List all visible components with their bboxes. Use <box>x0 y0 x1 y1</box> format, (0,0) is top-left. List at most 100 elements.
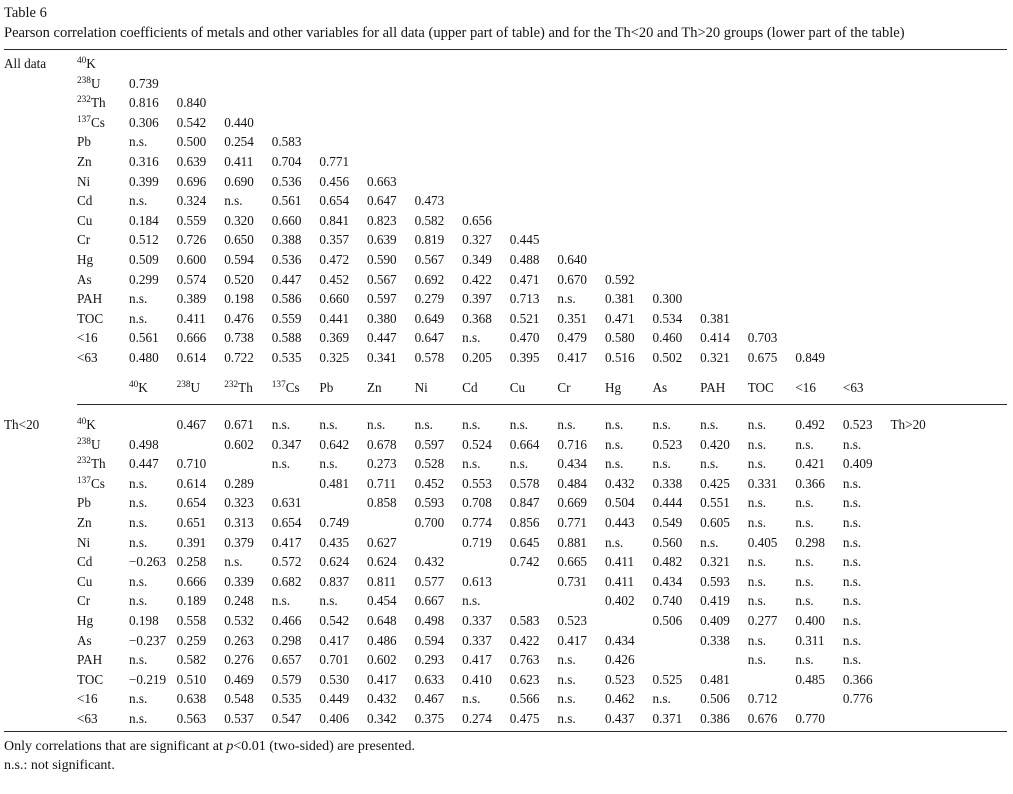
isotope-mass-number: 232 <box>224 379 239 390</box>
corr-cell: n.s. <box>129 291 148 307</box>
group-label-right <box>891 474 1008 494</box>
table-row: PAH n.s. 0.582 0.276 0.657 0.701 0.602 0.293 0.4… <box>4 650 1007 670</box>
group-label-right <box>891 113 1008 133</box>
corr-cell: 0.631 <box>271 495 302 511</box>
lower-section: Th<20 40K 0.467 0.671 n.s. n.s. n.s. n.s. n.s. n.… <box>4 405 1007 729</box>
corr-cell <box>700 152 748 172</box>
row-header: PAH <box>77 652 103 668</box>
corr-cell: 0.421 <box>795 456 825 472</box>
corr-cell: 0.881 <box>557 534 588 550</box>
corr-cell <box>605 230 653 250</box>
corr-cell: 0.520 <box>224 271 254 287</box>
corr-cell: n.s. <box>129 593 148 609</box>
corr-cell: 0.840 <box>176 95 207 111</box>
corr-cell <box>415 132 463 152</box>
corr-cell <box>843 348 891 368</box>
corr-cell: 0.198 <box>224 291 254 307</box>
row-header: TOC <box>77 671 104 687</box>
corr-cell: 0.858 <box>366 495 397 511</box>
row-header: <16 <box>77 691 98 707</box>
corr-cell: n.s. <box>462 417 481 433</box>
footnote-significance-post: <0.01 (two-sided) are presented. <box>233 738 416 754</box>
corr-cell: 0.414 <box>700 330 730 346</box>
corr-cell: 0.298 <box>795 534 825 550</box>
corr-cell: 0.524 <box>462 436 492 452</box>
corr-cell <box>748 250 796 270</box>
row-header: Zn <box>77 153 92 169</box>
row-header: <63 <box>77 711 98 726</box>
column-header: Ni <box>414 367 463 406</box>
group-label <box>4 650 77 670</box>
corr-cell <box>748 54 796 74</box>
table-row: Cd n.s. 0.324 n.s. 0.561 0.654 0.647 0.473 <box>4 191 1007 211</box>
corr-cell: 0.583 <box>271 134 302 150</box>
group-label <box>4 328 77 348</box>
corr-cell <box>510 74 558 94</box>
corr-cell: n.s. <box>557 691 576 707</box>
row-header: As <box>77 632 92 648</box>
corr-cell: 0.559 <box>271 310 302 326</box>
table-row: <16 0.561 0.666 0.738 0.588 0.369 0.447 0.647 n.… <box>4 328 1007 348</box>
row-header: Cd <box>77 193 93 209</box>
corr-cell: n.s. <box>747 554 767 570</box>
corr-cell: 0.553 <box>462 475 492 491</box>
corr-cell: 0.770 <box>795 711 825 726</box>
corr-cell: 0.669 <box>557 495 588 511</box>
corr-cell: 0.486 <box>366 632 397 648</box>
corr-cell: 0.277 <box>747 613 778 629</box>
corr-cell: 0.837 <box>319 573 350 589</box>
corr-cell <box>843 191 891 211</box>
corr-cell: 0.572 <box>271 554 302 570</box>
corr-cell: n.s. <box>842 495 862 511</box>
corr-cell: 0.535 <box>271 691 302 707</box>
group-label-right <box>891 631 1008 651</box>
corr-cell: 0.551 <box>700 495 730 511</box>
group-label-right <box>891 250 1008 270</box>
corr-cell: 0.583 <box>509 613 540 629</box>
footnote-significance-pre: Only correlations that are significant a… <box>4 738 227 754</box>
corr-cell: n.s. <box>366 417 386 433</box>
column-header: Zn <box>366 367 415 406</box>
column-header: <16 <box>795 367 843 406</box>
corr-cell: n.s. <box>129 310 148 326</box>
corr-cell: n.s. <box>700 534 719 550</box>
corr-cell: n.s. <box>129 691 148 707</box>
corr-cell <box>605 611 653 631</box>
corr-cell: 0.523 <box>604 671 635 687</box>
corr-cell: n.s. <box>557 652 576 668</box>
corr-cell: 0.325 <box>319 349 350 365</box>
corr-cell <box>510 152 558 172</box>
corr-cell: 0.402 <box>604 593 635 609</box>
group-label-right <box>891 454 1008 474</box>
corr-cell: 0.657 <box>271 652 302 668</box>
corr-cell <box>653 152 701 172</box>
corr-cell: 0.447 <box>366 330 397 346</box>
corr-cell: 0.647 <box>366 193 397 209</box>
group-label <box>4 230 77 250</box>
corr-cell <box>462 172 510 192</box>
group-label <box>4 211 77 231</box>
corr-cell: 0.600 <box>176 251 207 267</box>
corr-cell <box>748 132 796 152</box>
corr-cell: 0.293 <box>414 652 445 668</box>
table-row: Th<20 40K 0.467 0.671 n.s. n.s. n.s. n.s. n.s. n.… <box>4 405 1007 435</box>
group-label-right <box>891 328 1008 348</box>
corr-cell <box>367 74 415 94</box>
corr-cell: 0.763 <box>509 652 540 668</box>
row-header: Pb <box>77 495 91 511</box>
corr-cell: 0.298 <box>271 632 302 648</box>
corr-cell: n.s. <box>795 515 814 531</box>
row-header: 40K <box>77 56 96 71</box>
corr-cell <box>557 152 605 172</box>
table-row: 137Cs 0.306 0.542 0.440 <box>4 113 1007 133</box>
isotope-mass-number: 137 <box>271 379 286 390</box>
group-label-right <box>891 309 1008 329</box>
row-header: 232Th <box>77 95 106 111</box>
corr-cell <box>653 74 701 94</box>
isotope-mass-number: 238 <box>77 75 91 86</box>
corr-cell: 0.417 <box>366 671 397 687</box>
corr-cell: n.s. <box>842 632 862 648</box>
corr-cell: n.s. <box>462 593 481 609</box>
corr-cell: 0.670 <box>557 271 588 287</box>
corr-cell: 0.502 <box>652 349 683 365</box>
